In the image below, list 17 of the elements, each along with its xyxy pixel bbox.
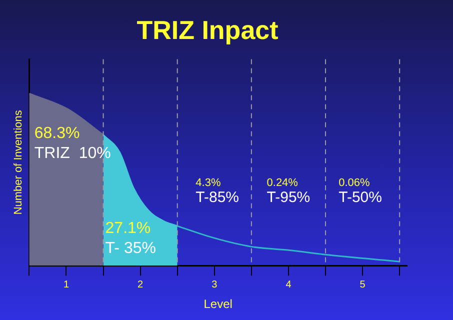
chart-title: TRIZ Inpact — [136, 14, 279, 45]
annotation: 68.3% — [34, 124, 80, 142]
x-tick-label: 1 — [63, 279, 70, 290]
annotation: 0.24% — [266, 177, 298, 190]
annotation: 27.1% — [105, 220, 151, 237]
y-axis-title: Number of Inventions — [12, 110, 25, 215]
annotation: T-85% — [196, 189, 240, 206]
x-tick-label: 5 — [360, 279, 366, 290]
annotation: 0.06% — [338, 177, 370, 190]
annotation: 4.3% — [196, 177, 221, 190]
annotation: T-50% — [338, 189, 382, 206]
x-tick-label: 3 — [212, 279, 218, 290]
annotation: T- 35% — [105, 240, 156, 257]
x-axis-title: Level — [204, 297, 232, 312]
x-tick-label: 2 — [138, 279, 144, 290]
annotation: T-95% — [266, 189, 310, 206]
x-tick-label: 4 — [286, 279, 292, 290]
